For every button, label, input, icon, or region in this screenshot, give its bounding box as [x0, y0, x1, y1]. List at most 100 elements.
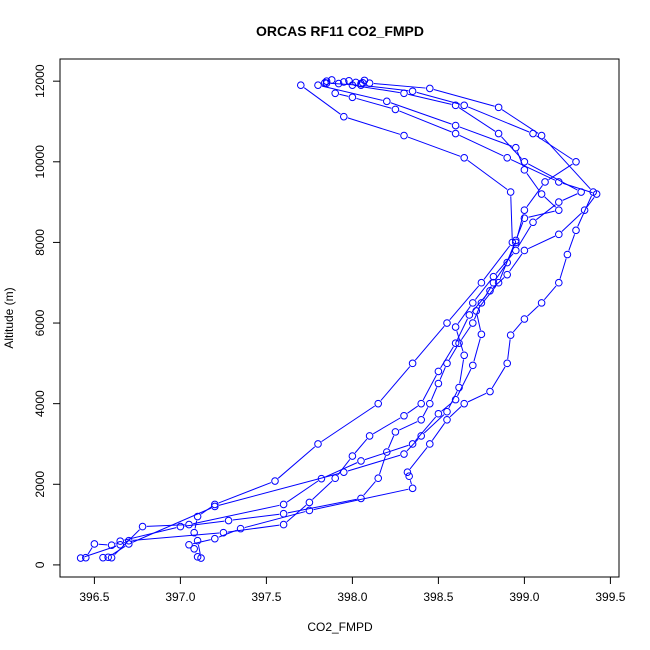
data-point — [477, 299, 486, 307]
data-point — [451, 339, 460, 347]
data-point — [426, 84, 434, 93]
data-point — [279, 500, 288, 509]
series-segment — [365, 85, 409, 92]
series-segment — [414, 416, 437, 442]
series-segment — [543, 285, 557, 301]
series-segment — [192, 539, 211, 545]
data-point — [185, 520, 193, 529]
series-segment — [491, 366, 506, 389]
data-point — [197, 554, 205, 562]
x-tick-label: 399.5 — [595, 590, 625, 604]
data-point — [460, 351, 469, 360]
data-point — [506, 188, 515, 196]
series-segment — [467, 392, 487, 403]
data-point — [305, 506, 314, 515]
series-segment — [98, 543, 108, 546]
series-segment — [478, 285, 497, 308]
data-point — [400, 89, 408, 98]
data-point — [271, 477, 279, 485]
series-segment — [218, 482, 272, 504]
data-point — [331, 89, 340, 98]
x-axis-title: CO2_FMPD — [307, 620, 373, 634]
data-point — [520, 157, 529, 166]
series-segment — [406, 438, 419, 452]
data-point — [408, 440, 417, 448]
data-point — [348, 93, 357, 102]
data-point — [305, 498, 314, 507]
series-segment — [517, 225, 532, 248]
series-segment — [473, 338, 481, 362]
data-point — [279, 520, 288, 529]
series-segment — [536, 204, 556, 221]
series-segment — [321, 85, 383, 101]
series-segment — [495, 253, 514, 274]
series-segment — [390, 102, 452, 125]
series-segment — [218, 472, 340, 506]
series-profile-5 — [185, 79, 598, 561]
data-point — [451, 121, 460, 130]
data-point — [403, 468, 412, 476]
series-segment — [337, 459, 351, 476]
series-segment — [132, 532, 220, 541]
data-point — [426, 399, 434, 408]
series-segment — [448, 346, 458, 361]
series-segment — [227, 524, 280, 533]
data-point — [451, 129, 460, 138]
y-tick-label: 10000 — [33, 145, 47, 179]
data-point — [506, 331, 515, 339]
series-segment — [132, 507, 212, 543]
series-segment — [303, 87, 341, 115]
data-point — [520, 246, 529, 255]
series-segment — [193, 504, 280, 525]
series-segment — [458, 107, 496, 132]
data-point — [348, 452, 357, 460]
series-segment — [449, 406, 462, 418]
series-segment — [460, 326, 471, 341]
cluster-point — [334, 79, 343, 88]
y-tick-label: 12000 — [33, 64, 47, 98]
data-point — [460, 153, 469, 162]
data-point — [572, 226, 580, 235]
data-point — [541, 178, 549, 186]
data-point — [383, 97, 391, 106]
series-segment — [501, 109, 539, 134]
data-point — [405, 472, 413, 481]
x-tick-label: 397.5 — [251, 590, 281, 604]
data-point — [469, 361, 477, 370]
series-segment — [526, 185, 543, 208]
series-segment — [562, 193, 578, 201]
series-segment — [510, 159, 556, 181]
series-profile-3 — [76, 89, 601, 562]
data-point — [417, 399, 426, 408]
y-tick-label: 2000 — [33, 471, 47, 498]
data-point — [340, 112, 348, 121]
data-point — [193, 512, 202, 521]
cluster-point — [327, 76, 336, 84]
series-segment — [197, 544, 201, 555]
data-point — [400, 131, 408, 140]
data-point — [340, 468, 348, 476]
series-segment — [459, 359, 465, 384]
data-point — [408, 484, 417, 493]
data-point — [589, 188, 598, 196]
data-point — [426, 440, 434, 448]
series-segment — [232, 513, 280, 521]
series-segment — [387, 435, 395, 449]
series-segment — [456, 330, 464, 352]
series-segment — [509, 253, 523, 272]
data-point — [357, 457, 365, 465]
data-point — [236, 524, 245, 533]
data-point — [443, 407, 451, 416]
series-segment — [347, 454, 401, 472]
series-segment — [510, 196, 513, 239]
data-point — [211, 502, 219, 511]
data-point — [477, 278, 486, 287]
data-point — [520, 315, 529, 323]
data-point — [443, 415, 451, 424]
series-segment — [501, 136, 522, 160]
series-profile-6 — [104, 81, 585, 562]
data-point — [489, 278, 498, 287]
data-point — [537, 131, 546, 140]
data-point — [193, 553, 202, 561]
